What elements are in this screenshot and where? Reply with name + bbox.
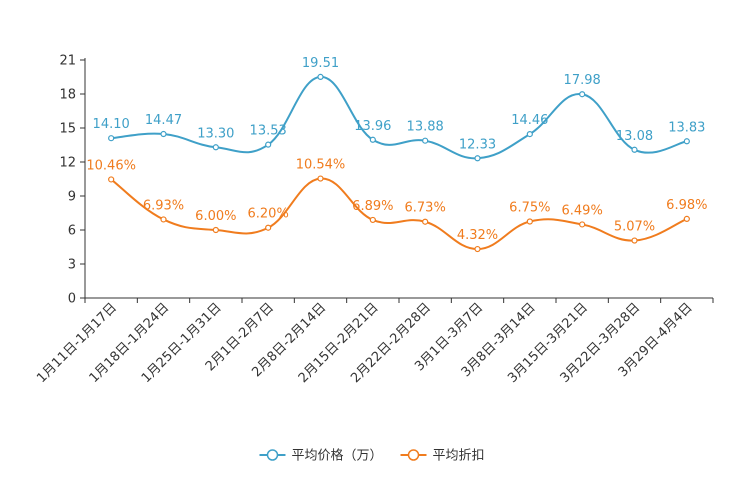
legend-label: 平均价格（万） xyxy=(291,448,382,464)
data-label: 6.98% xyxy=(666,198,707,213)
y-tick-label: 0 xyxy=(68,292,76,307)
y-tick-label: 9 xyxy=(68,190,76,205)
legend-marker-icon xyxy=(266,449,279,461)
y-tick-label: 12 xyxy=(59,156,76,171)
data-point xyxy=(212,144,219,151)
data-point xyxy=(422,137,429,144)
data-label: 17.98 xyxy=(564,73,601,88)
data-label: 10.54% xyxy=(296,158,346,173)
data-label: 6.20% xyxy=(248,207,289,222)
data-label: 4.32% xyxy=(457,228,498,243)
data-point xyxy=(422,218,429,225)
y-axis: 0 3 6 9 12 15 18 21 xyxy=(59,54,86,307)
data-point xyxy=(317,175,324,182)
legend-item-1[interactable]: 平均价格（万） xyxy=(259,448,383,464)
data-label: 6.93% xyxy=(143,198,184,213)
data-point xyxy=(579,221,586,228)
data-point xyxy=(526,218,533,225)
y-tick-label: 6 xyxy=(68,224,76,239)
data-point xyxy=(108,176,115,183)
data-label: 13.83 xyxy=(668,120,705,135)
data-point xyxy=(317,73,324,80)
legend-label: 平均折扣 xyxy=(433,449,485,464)
data-label: 13.30 xyxy=(197,126,234,141)
series-2: 10.46% 6.93% 6.00% 6.20% 10.54% 6.89% 6.73% 4.3… xyxy=(86,158,707,253)
y-tick-label: 15 xyxy=(59,122,76,137)
data-point xyxy=(526,131,533,138)
data-point xyxy=(160,130,167,138)
data-point xyxy=(265,141,272,148)
data-label: 14.46 xyxy=(511,113,548,128)
data-label: 14.47 xyxy=(145,113,182,128)
data-label: 10.46% xyxy=(86,158,136,173)
data-point xyxy=(265,224,272,231)
data-point xyxy=(631,237,638,244)
data-label: 6.49% xyxy=(562,203,603,218)
data-point xyxy=(369,136,376,143)
data-point xyxy=(212,226,219,234)
legend-item-2[interactable]: 平均折扣 xyxy=(400,449,485,464)
data-point xyxy=(631,146,638,153)
data-point xyxy=(474,155,481,162)
data-label: 6.75% xyxy=(509,201,550,216)
data-point xyxy=(683,215,690,222)
data-point xyxy=(108,135,115,142)
y-tick-label: 21 xyxy=(59,54,76,69)
data-point xyxy=(683,138,690,145)
data-label: 13.96 xyxy=(354,119,391,134)
data-label: 19.51 xyxy=(302,56,339,71)
data-point xyxy=(369,216,376,224)
y-tick-label: 3 xyxy=(68,258,76,273)
data-label: 6.89% xyxy=(352,199,393,214)
data-label: 6.73% xyxy=(405,201,446,216)
legend[interactable]: 平均价格（万） 平均折扣 xyxy=(259,448,485,464)
data-point xyxy=(474,245,481,253)
series-1: 14.10 14.47 13.30 13.53 19.51 13.96 13.88 12.33… xyxy=(93,56,705,162)
data-point xyxy=(579,91,586,98)
data-point xyxy=(160,216,167,223)
data-label: 13.53 xyxy=(250,124,287,139)
data-label: 13.08 xyxy=(616,129,653,144)
series-line xyxy=(111,75,688,160)
data-label: 13.88 xyxy=(407,120,444,135)
x-axis: 1月11日-1月17日1月18日-1月24日1月25日-1月31日2月1日-2月… xyxy=(34,297,714,386)
legend-marker-icon xyxy=(407,449,420,461)
series-layer: 14.10 14.47 13.30 13.53 19.51 13.96 13.88 12.33… xyxy=(86,56,707,253)
data-label: 6.00% xyxy=(195,209,236,224)
data-label: 5.07% xyxy=(614,220,655,235)
data-label: 14.10 xyxy=(93,117,130,132)
data-label: 12.33 xyxy=(459,137,496,152)
y-tick-label: 18 xyxy=(59,88,76,103)
